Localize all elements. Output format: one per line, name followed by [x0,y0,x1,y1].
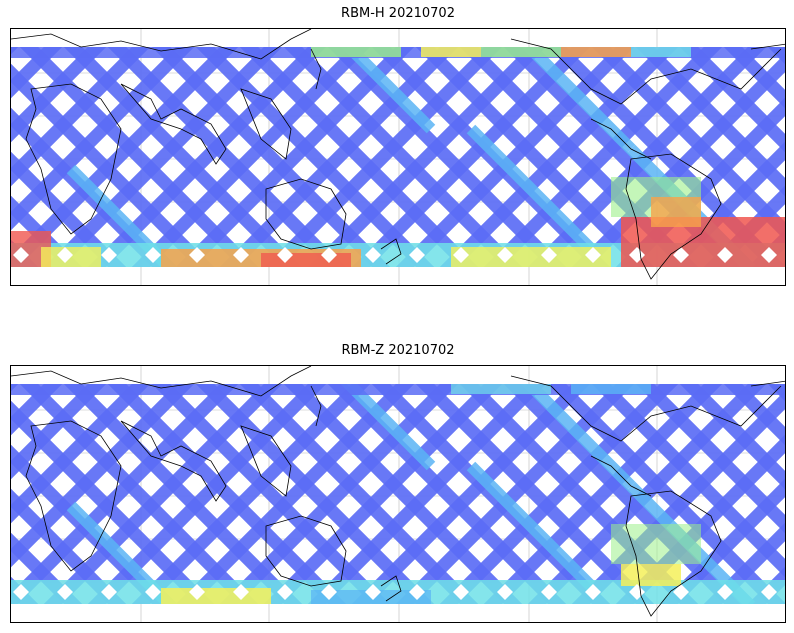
southern-band [11,524,785,604]
map-bottom [10,365,786,623]
northern-band [11,384,785,395]
coastlines [11,29,785,280]
map-top-canvas [11,29,785,285]
map-bottom-canvas [11,366,785,622]
panel-title-top: RBM-H 20210702 [341,6,455,21]
swath-gaps [13,584,777,600]
coastlines [11,366,785,617]
satellite-tracks [11,384,785,604]
northern-band [11,47,785,58]
swath-gaps [13,247,777,263]
panel-title-bottom: RBM-Z 20210702 [341,343,455,358]
map-top [10,28,786,286]
